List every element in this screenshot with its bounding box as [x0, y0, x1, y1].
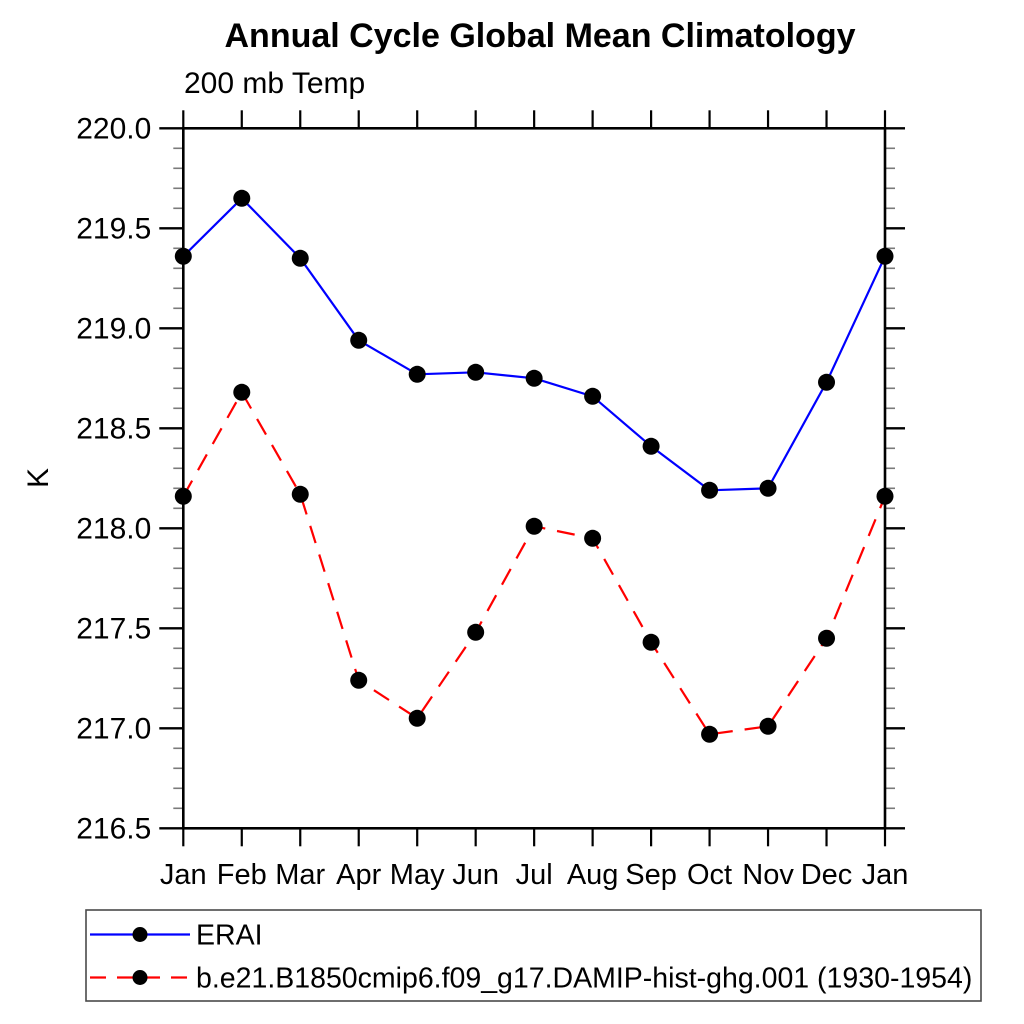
legend-label-0: ERAI: [196, 920, 263, 952]
x-tick-label: Dec: [801, 859, 853, 891]
plot-generated-content: 216.5 217.0 217.5 218.0 218.5 219.0 219.5 220.0…: [76, 110, 982, 1002]
data-point-1-Jun: [467, 623, 485, 641]
plot-frame: [182, 127, 887, 830]
y-tick-label: 216.5: [76, 812, 151, 845]
y-tick-label: 220.0: [76, 112, 151, 145]
legend-marker-1: [132, 970, 148, 985]
data-point-0-Feb: [233, 189, 251, 207]
x-tick-label: Sep: [625, 859, 677, 891]
series-line-0: [182, 196, 886, 492]
data-point-1-Feb: [233, 383, 251, 401]
chart-subtitle: 200 mb Temp: [184, 67, 365, 100]
chart-title: Annual Cycle Global Mean Climatology: [225, 17, 856, 55]
data-point-0-Jul: [525, 369, 543, 387]
data-point-1-Jul: [525, 517, 543, 535]
data-point-0-Aug: [584, 387, 602, 405]
x-tick-label: Oct: [687, 859, 732, 891]
data-point-1-Nov: [759, 717, 777, 735]
data-point-0-Jan: [876, 247, 894, 265]
data-point-1-Jan: [876, 487, 894, 505]
data-point-1-May: [408, 709, 426, 727]
data-point-0-Apr: [350, 331, 368, 349]
data-point-0-Dec: [818, 373, 836, 391]
data-point-0-Jan: [174, 247, 192, 265]
x-tick-label: Jan: [160, 859, 207, 891]
y-tick-label: 217.0: [76, 712, 151, 745]
x-tick-label: Mar: [275, 859, 325, 891]
x-tick-label: Nov: [742, 859, 794, 891]
data-point-0-Mar: [291, 249, 309, 267]
series-line-1: [182, 390, 887, 736]
x-tick-label: Jan: [862, 859, 909, 891]
legend-box: [85, 909, 982, 1002]
data-point-0-Oct: [701, 481, 719, 499]
x-tick-label: Aug: [567, 859, 619, 891]
x-tick-label: Jun: [452, 859, 499, 891]
y-tick-label: 218.0: [76, 512, 151, 545]
legend-marker-0: [132, 927, 148, 942]
x-tick-label: Jul: [516, 859, 553, 891]
x-tick-label: Apr: [336, 859, 381, 891]
x-tick-label: May: [390, 859, 445, 891]
data-point-1-Jan: [174, 487, 192, 505]
y-tick-label: 219.5: [76, 212, 151, 245]
data-point-0-Jun: [467, 363, 485, 381]
x-tick-label: Feb: [217, 859, 267, 891]
y-tick-label: 219.0: [76, 312, 151, 345]
y-axis-title: K: [22, 468, 55, 488]
data-point-0-Sep: [642, 437, 660, 455]
data-point-1-Oct: [701, 725, 719, 743]
data-point-0-May: [408, 365, 426, 383]
data-point-0-Nov: [759, 479, 777, 497]
data-point-1-Mar: [291, 485, 309, 503]
data-point-1-Apr: [350, 671, 368, 689]
y-tick-label: 218.5: [76, 412, 151, 445]
data-point-1-Aug: [584, 529, 602, 547]
legend-label-1: b.e21.B1850cmip6.f09_g17.DAMIP-hist-ghg.…: [196, 963, 972, 995]
data-point-1-Dec: [818, 629, 836, 647]
y-tick-label: 217.5: [76, 612, 151, 645]
data-point-1-Sep: [642, 633, 660, 651]
